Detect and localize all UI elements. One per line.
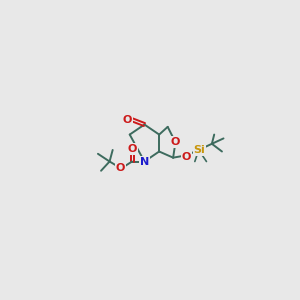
Text: N: N (140, 157, 149, 166)
Text: O: O (123, 115, 132, 125)
Text: O: O (128, 144, 137, 154)
Text: Si: Si (194, 145, 205, 155)
Text: O: O (182, 152, 191, 162)
Text: O: O (171, 137, 180, 147)
Text: O: O (116, 164, 125, 173)
